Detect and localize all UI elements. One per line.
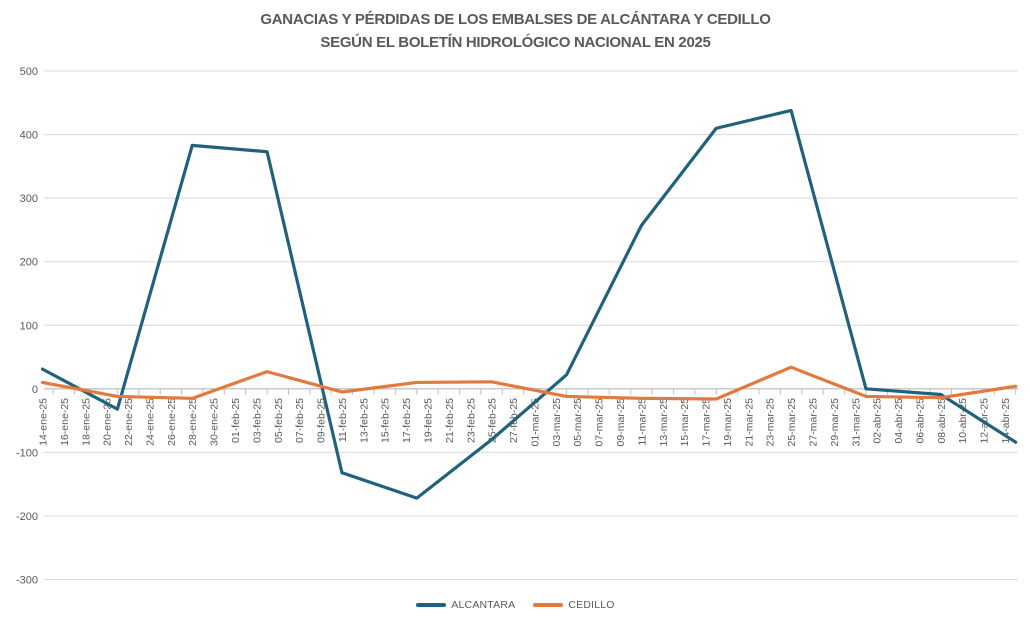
x-axis-tick-label: 13-feb-25 <box>358 398 370 443</box>
x-axis-tick-label: 09-feb-25 <box>316 398 328 443</box>
alcantara-series-line <box>40 108 1018 500</box>
x-axis-tick-label: 23-mar-25 <box>765 398 777 447</box>
legend-label-alcantara: ALCANTARA <box>451 599 516 611</box>
x-axis-tick-label: 04-abr-25 <box>893 398 905 444</box>
x-axis-tick-label: 03-feb-25 <box>251 398 263 443</box>
x-axis-tick-label: 15-feb-25 <box>380 398 392 443</box>
x-axis-tick-label: 15-mar-25 <box>679 398 691 447</box>
x-axis-tick-label: 08-abr-25 <box>936 398 948 444</box>
chart-title: GANACIAS Y PÉRDIDAS DE LOS EMBALSES DE A… <box>0 8 1031 54</box>
x-axis-tick-label: 23-feb-25 <box>465 398 477 443</box>
x-axis-tick-label: 30-ene-25 <box>209 398 221 446</box>
legend-item-alcantara: ALCANTARA <box>416 599 515 611</box>
x-axis-tick-label: 17-mar-25 <box>701 398 713 447</box>
legend-label-cedillo: CEDILLO <box>568 599 615 611</box>
x-axis-tick-label: 25-feb-25 <box>487 398 499 443</box>
x-axis-tick-label: 07-feb-25 <box>294 398 306 443</box>
chart-title-line-2: SEGÚN EL BOLETÍN HIDROLÓGICO NACIONAL EN… <box>320 34 711 51</box>
x-axis-tick-label: 20-ene-25 <box>102 398 114 446</box>
x-axis-tick-label: 17-feb-25 <box>401 398 413 443</box>
x-axis-tick-label: 29-mar-25 <box>829 398 841 447</box>
x-axis-tick-label: 06-abr-25 <box>914 398 926 444</box>
y-axis-tick-label: -200 <box>16 511 38 523</box>
x-axis-tick-label: 01-feb-25 <box>230 398 242 443</box>
x-axis-tick-label: 05-feb-25 <box>273 398 285 443</box>
y-axis-tick-label: 100 <box>20 320 38 332</box>
y-axis-tick-label: 400 <box>20 130 38 142</box>
y-axis-labels: 500 400 300 200 100 0 -100 -200 -300 <box>16 66 38 586</box>
x-axis-tick-label: 18-ene-25 <box>80 398 92 446</box>
x-axis-tick-label: 02-abr-25 <box>872 398 884 444</box>
alcantara-line-swatch-icon <box>416 603 447 607</box>
cedillo-series-line <box>40 365 1018 401</box>
x-axis-tick-label: 21-feb-25 <box>444 398 456 443</box>
x-axis-tick-label: 26-ene-25 <box>166 398 178 446</box>
x-axis-tick-label: 24-ene-25 <box>144 398 156 446</box>
x-axis-tick-label: 11-mar-25 <box>636 398 648 446</box>
x-axis-tick-label: 11-feb-25 <box>337 398 349 442</box>
x-axis-tick-label: 05-mar-25 <box>572 398 584 447</box>
y-axis-tick-label: 300 <box>20 193 38 205</box>
x-axis-tick-label: 13-mar-25 <box>658 398 670 447</box>
cedillo-line-swatch-icon <box>533 603 564 607</box>
y-axis-tick-label: -100 <box>16 447 38 459</box>
x-axis-tick-label: 14-ene-25 <box>38 398 50 446</box>
x-axis-labels: 14-ene-25 16-ene-25 18-ene-25 20-ene-25 22-e… <box>38 398 1013 447</box>
y-axis-tick-label: 0 <box>32 384 38 396</box>
x-axis-tick-label: 25-mar-25 <box>786 398 798 447</box>
x-axis-tick-label: 28-ene-25 <box>187 398 199 446</box>
x-axis-tick-label: 31-mar-25 <box>850 398 862 447</box>
x-axis-tick-label: 09-mar-25 <box>615 398 627 447</box>
y-axis-tick-label: 200 <box>20 257 38 269</box>
x-axis-tick-label: 21-mar-25 <box>743 398 755 447</box>
y-axis-tick-label: -300 <box>16 574 38 586</box>
x-axis-tick-label: 19-feb-25 <box>423 398 435 443</box>
x-axis-tick-label: 22-ene-25 <box>123 398 135 446</box>
x-axis-tick-label: 27-mar-25 <box>808 398 820 447</box>
x-axis-tick-label: 19-mar-25 <box>722 398 734 447</box>
legend-item-cedillo: CEDILLO <box>533 599 614 611</box>
y-axis-tick-label: 500 <box>20 66 38 78</box>
chart-legend: ALCANTARA CEDILLO <box>0 595 1031 615</box>
x-axis-tick-label: 14-abr-25 <box>1000 398 1012 444</box>
x-axis-tick-label: 03-mar-25 <box>551 398 563 447</box>
x-axis-tick-label: 16-ene-25 <box>59 398 71 446</box>
chart-title-line-1: GANACIAS Y PÉRDIDAS DE LOS EMBALSES DE A… <box>260 11 771 28</box>
x-axis-tick-label: 01-mar-25 <box>529 398 541 447</box>
x-axis-tick-label: 07-mar-25 <box>594 398 606 447</box>
